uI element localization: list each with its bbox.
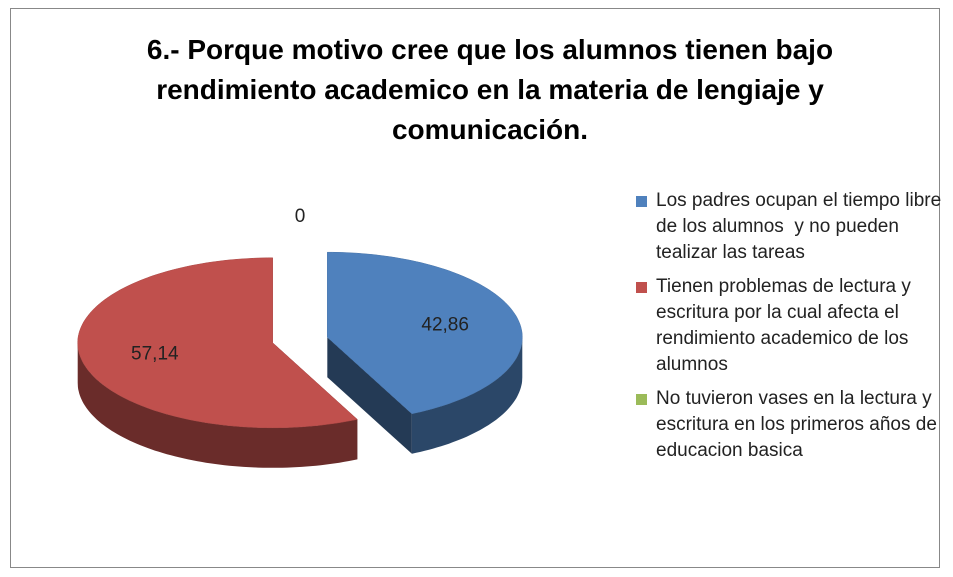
legend-swatch: [636, 282, 647, 293]
legend: Los padres ocupan el tiempo libre de los…: [636, 188, 946, 472]
legend-label: Tienen problemas de lectura y escritura …: [656, 276, 917, 375]
data-label: 0: [295, 206, 306, 227]
data-label: 42,86: [421, 314, 469, 335]
legend-swatch: [636, 196, 647, 207]
legend-entry: Tienen problemas de lectura y escritura …: [636, 274, 946, 378]
legend-entry: Los padres ocupan el tiempo libre de los…: [636, 188, 946, 266]
legend-entry: No tuvieron vases en la lectura y escrit…: [636, 386, 946, 464]
legend-label: No tuvieron vases en la lectura y escrit…: [656, 388, 943, 461]
slice-side: [327, 337, 412, 454]
chart-title: 6.- Porque motivo cree que los alumnos t…: [146, 34, 834, 145]
data-label: 57,14: [131, 344, 179, 365]
slice-wall: [77, 342, 358, 468]
chart-frame: [10, 8, 940, 568]
slice: [327, 251, 523, 415]
slice: [77, 257, 358, 429]
legend-swatch: [636, 394, 647, 405]
slice-wall: [411, 337, 523, 454]
legend-label: Los padres ocupan el tiempo libre de los…: [656, 190, 947, 263]
